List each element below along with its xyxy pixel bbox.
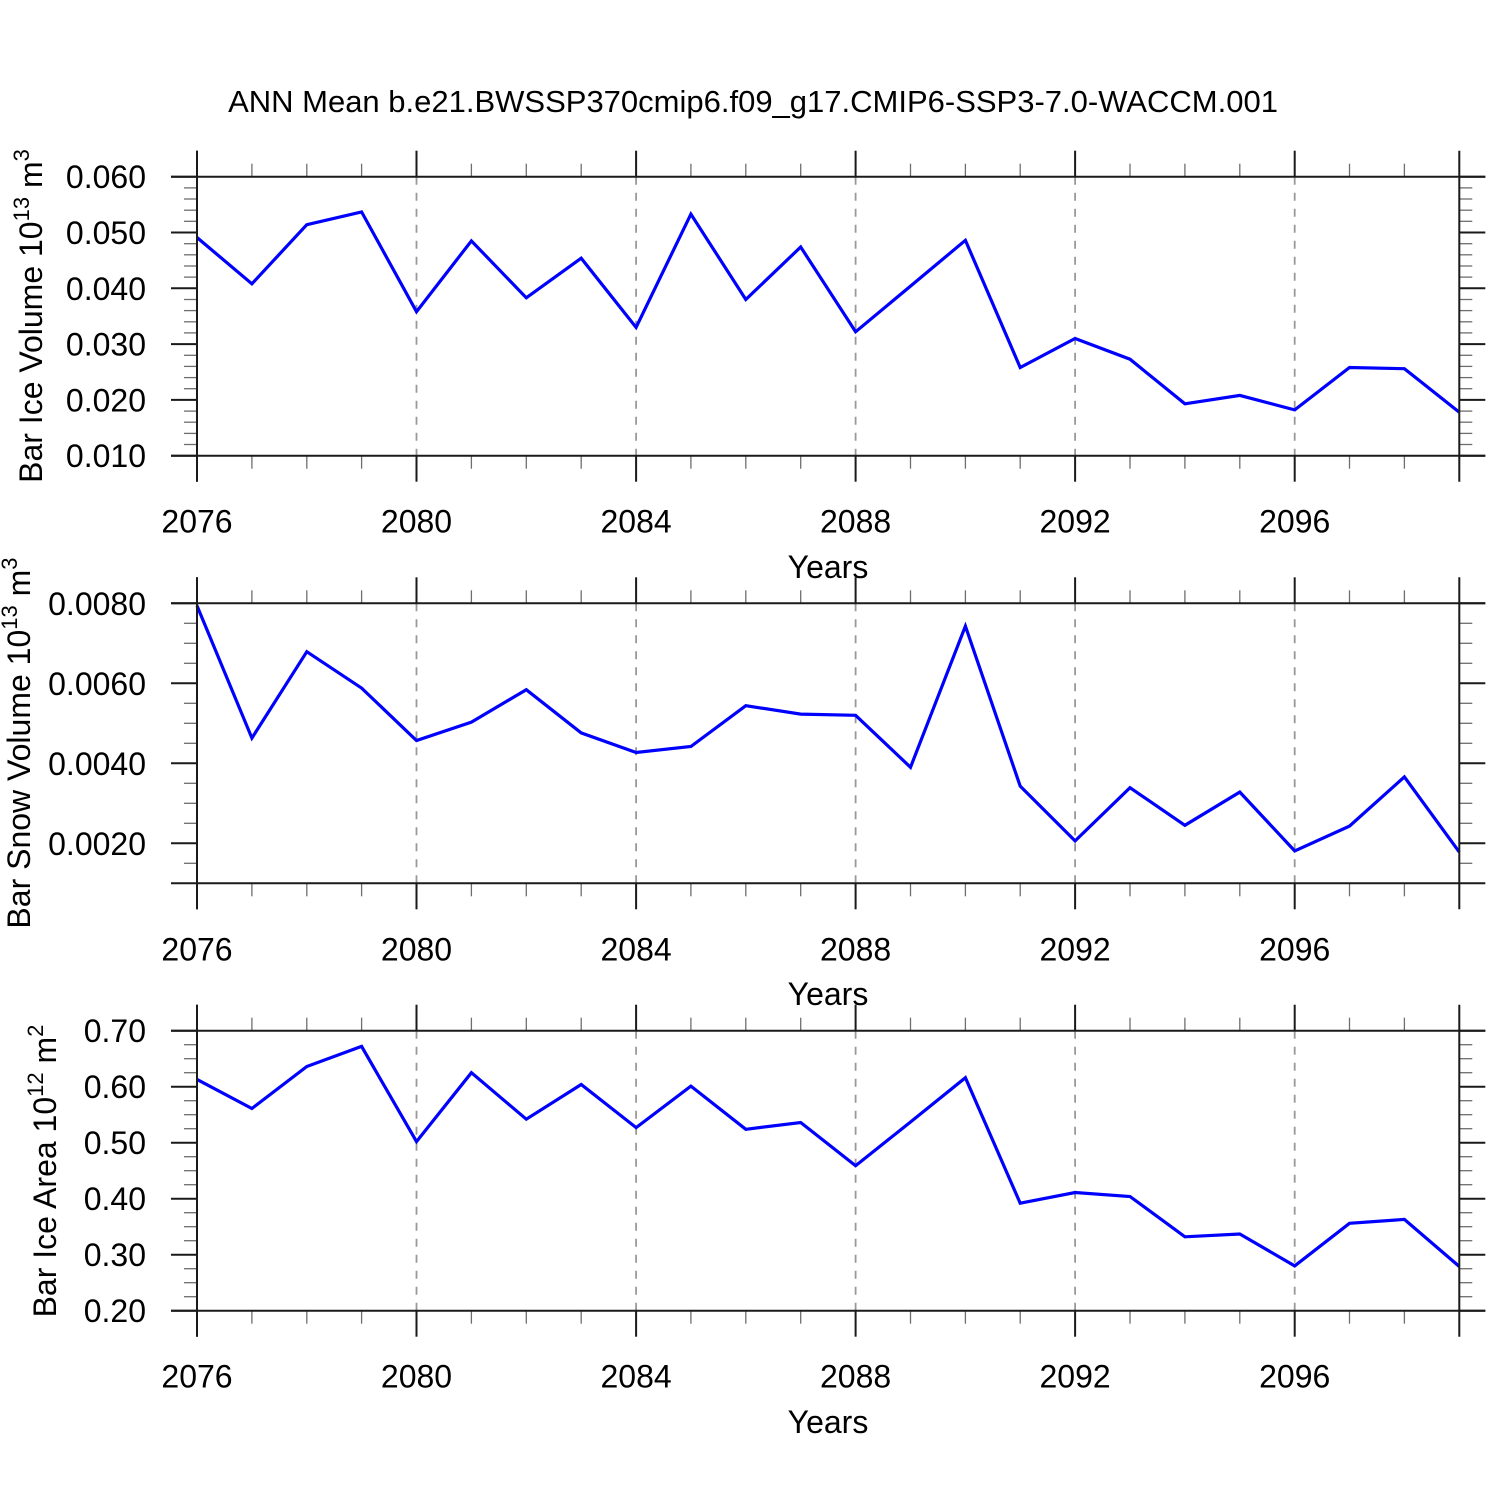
x-tick-label: 2092 xyxy=(1040,504,1111,540)
y-tick-label: 0.50 xyxy=(84,1125,146,1161)
series-line-bar-ice-area xyxy=(196,1044,1461,1268)
y-tick-label: 0.60 xyxy=(84,1069,146,1105)
y-tick-label: 0.010 xyxy=(66,438,146,474)
y-axis-title-text: Bar Ice Volume 10 xyxy=(13,221,49,482)
figure-title: ANN Mean b.e21.BWSSP370cmip6.f09_g17.CMI… xyxy=(228,84,1278,119)
y-tick-label: 0.20 xyxy=(84,1293,146,1329)
y-tick-label: 0.0060 xyxy=(48,666,146,702)
x-tick-label: 2096 xyxy=(1259,931,1330,967)
x-tick-label: 2076 xyxy=(161,504,232,540)
x-tick-label: 2084 xyxy=(601,504,672,540)
y-tick-label: 0.040 xyxy=(66,271,146,307)
x-tick-label: 2096 xyxy=(1259,504,1330,540)
y-axis-title-ice-area: Bar Ice Area 1012 m2 xyxy=(23,1025,63,1318)
y-axis-title-exponent: 13 xyxy=(0,605,22,629)
y-tick-label: 0.40 xyxy=(84,1181,146,1217)
chart-bar-ice-area: 2076 2080 2084 2088 2092 2096 0.70 0.60 0.50 0.40… xyxy=(23,1004,1486,1440)
x-tick-label: 2080 xyxy=(381,931,452,967)
x-tick-label: 2076 xyxy=(161,1359,232,1395)
y-axis-title-text: Bar Ice Area 10 xyxy=(27,1097,63,1318)
y-tick-label: 0.30 xyxy=(84,1237,146,1273)
y-axis-title-unit-exponent: 3 xyxy=(9,149,34,161)
chart-bar-snow-volume: 2076 2080 2084 2088 2092 2096 0.0080 0.0060 0.00… xyxy=(0,557,1486,1012)
y-axis-title-unit: m xyxy=(1,570,37,606)
y-tick-label: 0.030 xyxy=(66,327,146,363)
plot-area-ice-volume: 2076 2080 2084 2088 2092 2096 0.060 0.050 0.040 0… xyxy=(66,150,1486,540)
chart-bar-ice-volume: 2076 2080 2084 2088 2092 2096 0.060 0.050 0.040 0… xyxy=(9,149,1486,585)
x-tick-label: 2088 xyxy=(820,504,891,540)
x-tick-label: 2092 xyxy=(1040,931,1111,967)
y-tick-label: 0.0080 xyxy=(48,586,146,622)
series-line-bar-ice-volume xyxy=(195,210,1461,414)
plot-area-snow-volume: 2076 2080 2084 2088 2092 2096 0.0080 0.0060 0.00… xyxy=(48,577,1486,967)
x-tick-label: 2088 xyxy=(820,931,891,967)
y-axis-title-snow-volume: Bar Snow Volume 1013 m3 xyxy=(0,557,37,928)
y-tick-label: 0.020 xyxy=(66,382,146,418)
y-axis-title-exponent: 13 xyxy=(9,197,34,221)
x-tick-label: 2080 xyxy=(381,504,452,540)
x-tick-label: 2080 xyxy=(381,1359,452,1395)
y-tick-label: 0.0020 xyxy=(48,826,146,862)
x-tick-label: 2096 xyxy=(1259,1359,1330,1395)
x-tick-label: 2076 xyxy=(161,931,232,967)
x-tick-label: 2088 xyxy=(820,1359,891,1395)
y-axis-title-unit-exponent: 2 xyxy=(23,1025,48,1037)
y-axis-title-unit-exponent: 3 xyxy=(0,557,22,569)
y-tick-label: 0.050 xyxy=(66,215,146,251)
y-tick-label: 0.0040 xyxy=(48,746,146,782)
x-tick-label: 2092 xyxy=(1040,1359,1111,1395)
y-axis-title-exponent: 12 xyxy=(23,1072,48,1096)
y-axis-title-unit: m xyxy=(13,161,49,197)
y-tick-label: 0.060 xyxy=(66,159,146,195)
x-tick-label: 2084 xyxy=(601,1359,672,1395)
x-tick-label: 2084 xyxy=(601,931,672,967)
series-line-bar-snow-volume xyxy=(195,605,1461,854)
y-axis-title-text: Bar Snow Volume 10 xyxy=(1,630,37,929)
plot-area-ice-area: 2076 2080 2084 2088 2092 2096 0.70 0.60 0.50 0.40… xyxy=(84,1004,1486,1395)
y-axis-title-unit: m xyxy=(27,1037,63,1073)
x-axis-title-years: Years xyxy=(788,1404,869,1440)
y-tick-label: 0.70 xyxy=(84,1013,146,1049)
y-axis-title-ice-volume: Bar Ice Volume 1013 m3 xyxy=(9,149,49,483)
